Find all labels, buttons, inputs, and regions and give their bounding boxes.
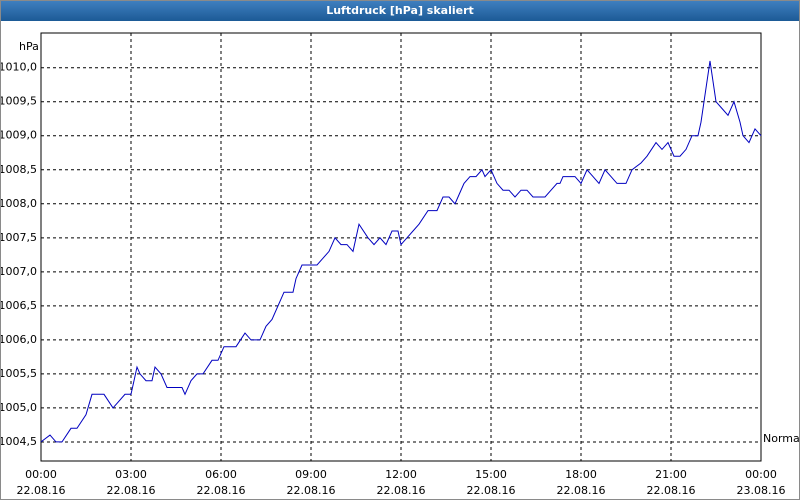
x-tick-label: 22.08.16	[647, 484, 696, 497]
x-tick-label: 23.08.16	[737, 484, 786, 497]
y-tick-label: 1006,5	[1, 299, 37, 312]
y-unit: hPa	[19, 40, 39, 53]
y-tick-label: 1006,0	[1, 333, 37, 346]
x-tick-label: 22.08.16	[467, 484, 516, 497]
x-tick-label: 03:00	[115, 468, 147, 481]
x-tick-label: 22.08.16	[287, 484, 336, 497]
x-tick-label: 22.08.16	[107, 484, 156, 497]
y-tick-label: 1007,5	[1, 231, 37, 244]
x-tick-label: 06:00	[205, 468, 237, 481]
chart: hPa 1004,5 1005,0 1005,5 1006,0 1006,5 1007,0 1…	[1, 32, 799, 497]
y-tick-label: 1004,5	[1, 435, 37, 448]
x-tick-label: 22.08.16	[17, 484, 66, 497]
y-tick-label: 1005,5	[1, 367, 37, 380]
y-tick-label: 1010,0	[1, 61, 37, 74]
x-tick-label: 00:00	[745, 468, 777, 481]
data-line	[40, 60, 762, 443]
x-tick-label: 15:00	[475, 468, 507, 481]
x-tick-label: 22.08.16	[557, 484, 606, 497]
y-tick-label: 1009,0	[1, 129, 37, 142]
x-tick-label: 22.08.16	[197, 484, 246, 497]
x-tick-label: 09:00	[295, 468, 327, 481]
x-tick-label: 18:00	[565, 468, 597, 481]
title-bar: Luftdruck [hPa] skaliert	[1, 1, 799, 21]
y-tick-label: 1005,0	[1, 401, 37, 414]
x-tick-label: 00:00	[25, 468, 57, 481]
series-label: Normal	[763, 432, 799, 445]
y-tick-label: 1007,0	[1, 265, 37, 278]
x-tick-label: 12:00	[385, 468, 417, 481]
y-tick-label: 1009,5	[1, 95, 37, 108]
y-tick-label: 1008,0	[1, 197, 37, 210]
x-tick-label: 22.08.16	[377, 484, 426, 497]
plot-area	[40, 32, 762, 462]
y-tick-label: 1008,5	[1, 163, 37, 176]
x-tick-label: 21:00	[655, 468, 687, 481]
